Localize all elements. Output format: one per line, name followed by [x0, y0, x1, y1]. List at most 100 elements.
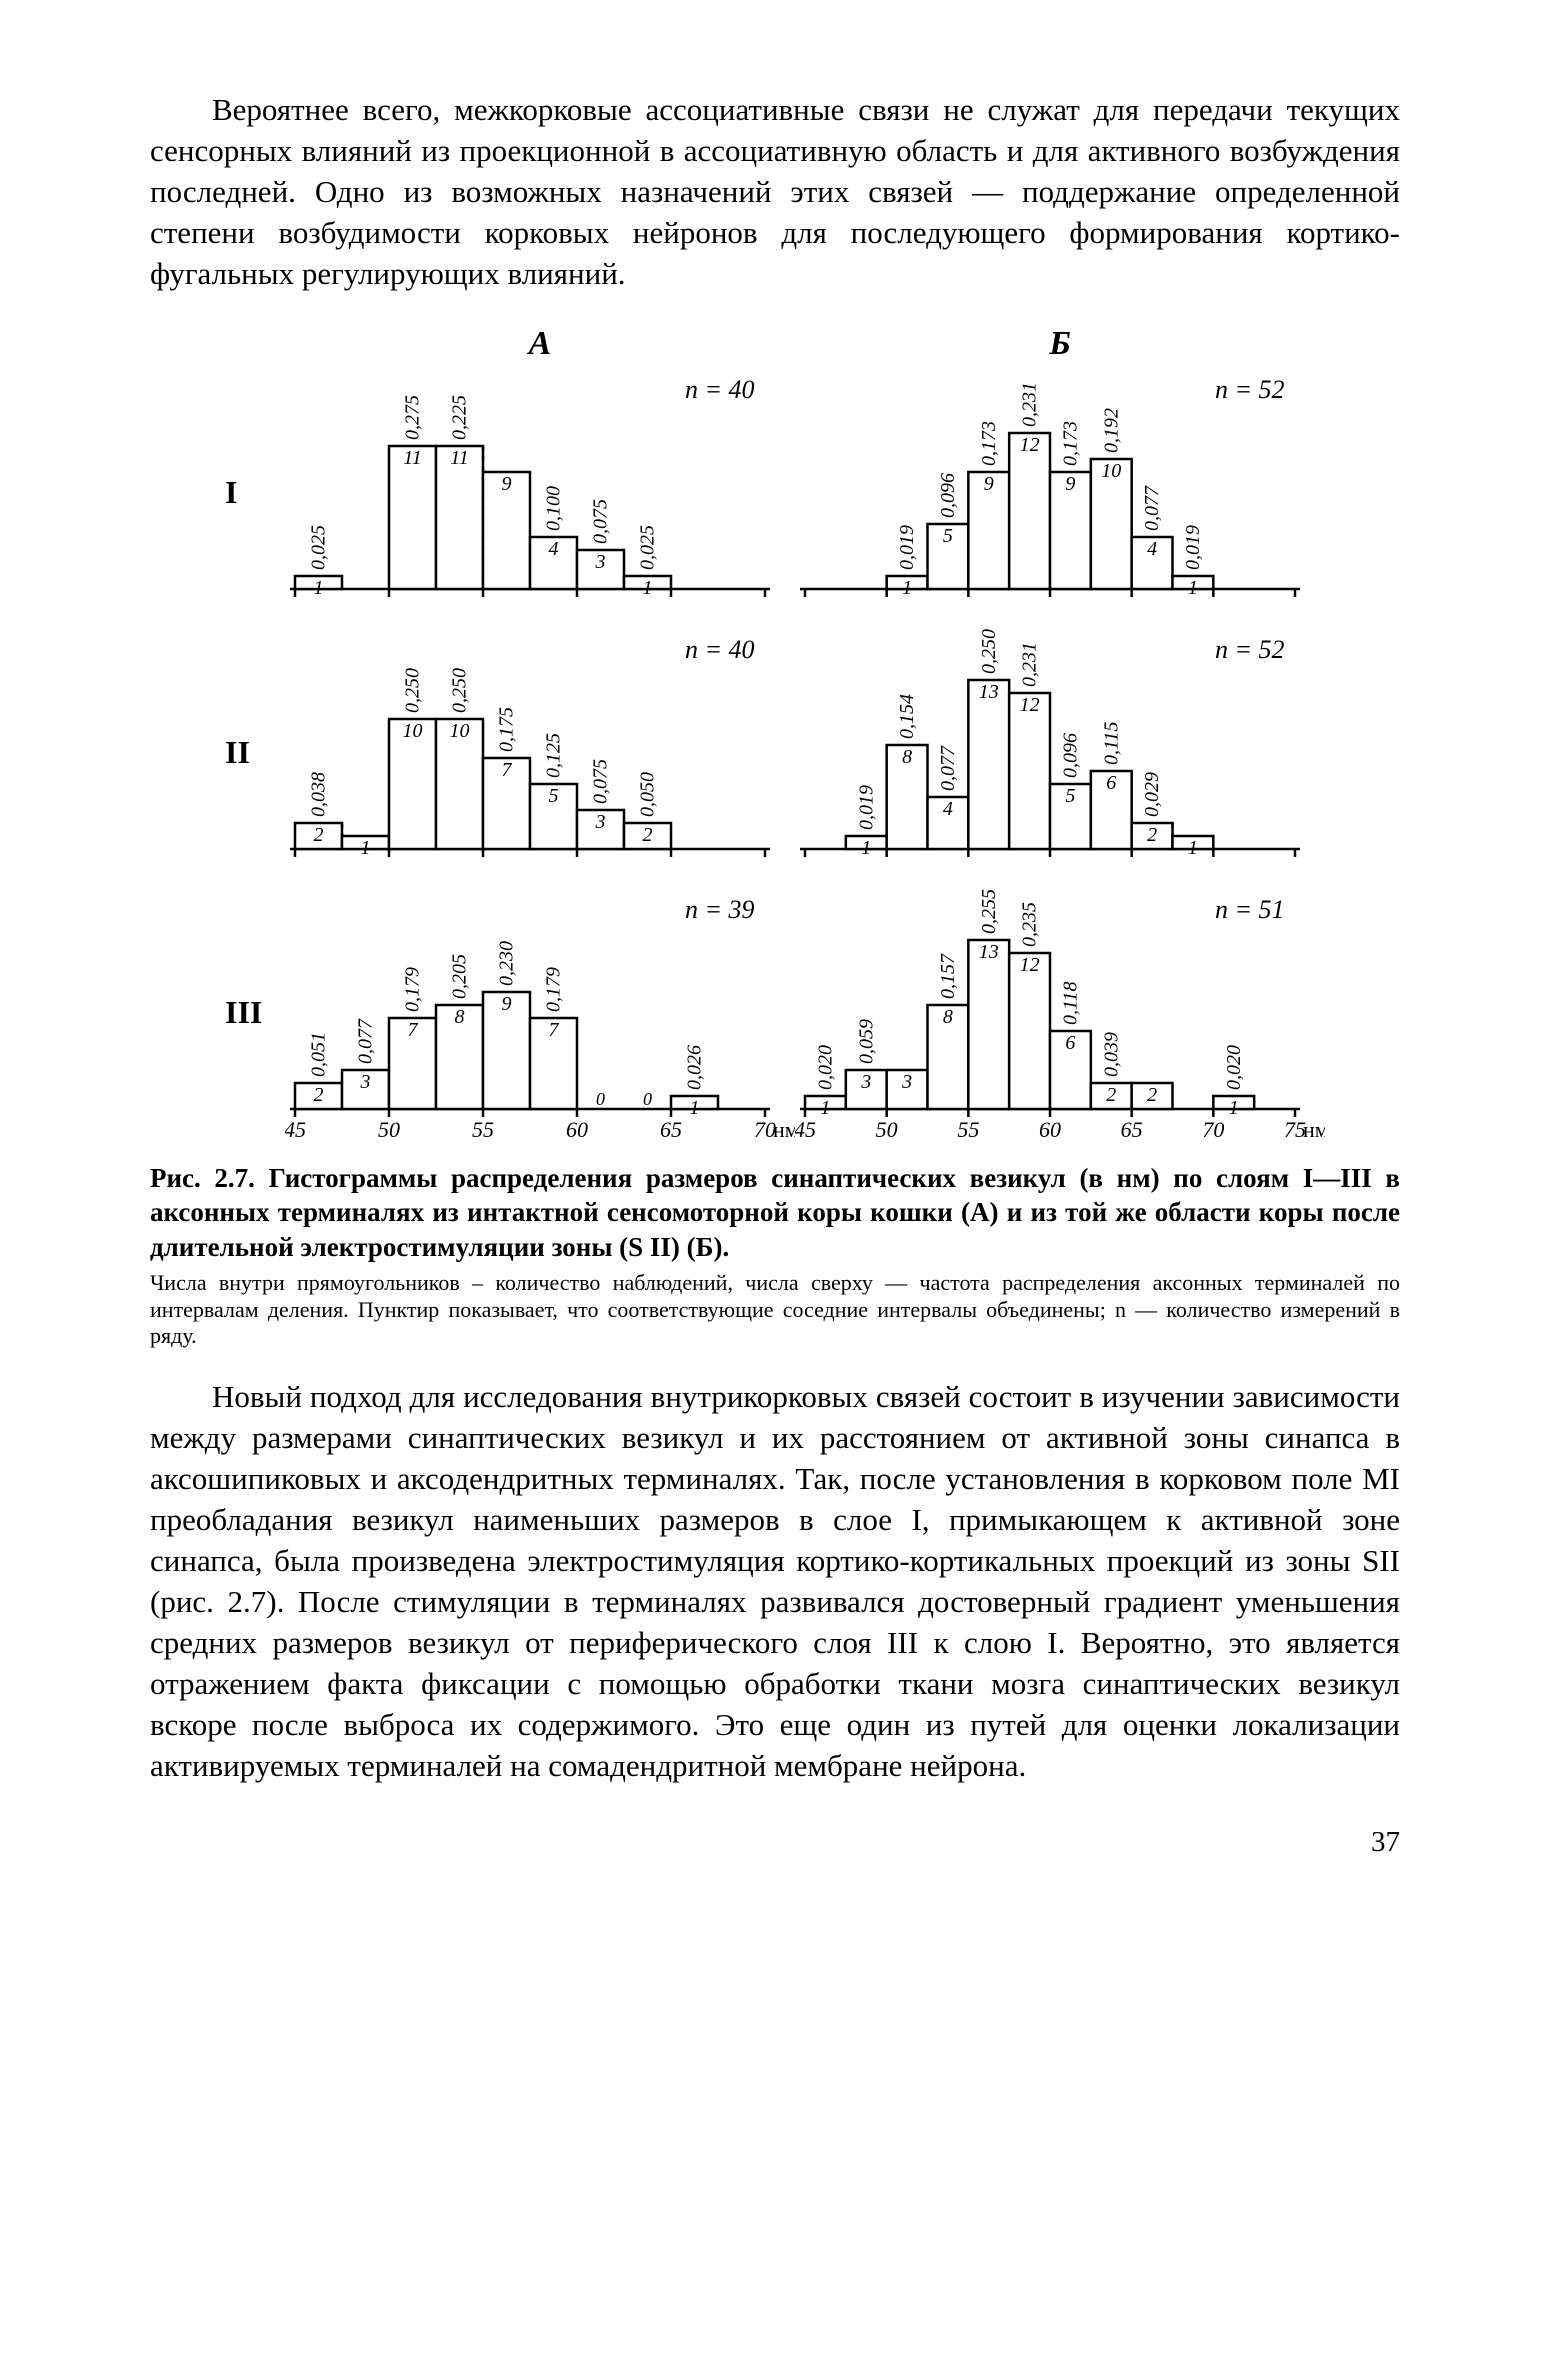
svg-text:0,231: 0,231 [1019, 382, 1041, 427]
svg-text:n = 52: n = 52 [1215, 375, 1285, 404]
svg-text:50: 50 [876, 1117, 898, 1142]
svg-text:60: 60 [1039, 1117, 1061, 1142]
svg-text:0,026: 0,026 [684, 1045, 706, 1090]
svg-text:0,025: 0,025 [308, 525, 330, 570]
svg-text:1: 1 [643, 577, 653, 599]
svg-text:0,157: 0,157 [937, 953, 959, 999]
row-label-II: II [225, 623, 285, 883]
svg-text:1: 1 [861, 837, 871, 859]
svg-text:0,019: 0,019 [855, 785, 877, 830]
svg-text:65: 65 [660, 1117, 682, 1142]
svg-text:7: 7 [549, 1019, 560, 1041]
svg-text:0,039: 0,039 [1100, 1032, 1122, 1077]
svg-text:0,205: 0,205 [449, 954, 471, 999]
svg-text:n = 40: n = 40 [685, 375, 755, 404]
svg-text:0: 0 [643, 1089, 652, 1109]
svg-text:0,275: 0,275 [402, 395, 424, 440]
svg-text:10: 10 [450, 720, 470, 742]
paragraph-2: Новый подход для исследования внутрикорк… [150, 1377, 1400, 1786]
svg-text:13: 13 [979, 941, 999, 963]
svg-text:7: 7 [502, 759, 513, 781]
svg-text:0,077: 0,077 [355, 1018, 377, 1064]
svg-text:0,173: 0,173 [978, 421, 1000, 466]
svg-text:0,225: 0,225 [449, 395, 471, 440]
svg-text:2: 2 [314, 824, 324, 846]
svg-text:0,059: 0,059 [855, 1019, 877, 1064]
svg-text:3: 3 [860, 1071, 871, 1093]
histogram-panel-B-II: 10,01980,15440,077130,250120,23150,09660… [795, 623, 1325, 883]
col-header-B: Б [795, 325, 1325, 363]
svg-text:0,077: 0,077 [937, 745, 959, 791]
svg-text:3: 3 [595, 811, 606, 833]
svg-text:0,179: 0,179 [402, 967, 424, 1012]
svg-text:45: 45 [285, 1117, 306, 1142]
svg-text:4: 4 [549, 538, 559, 560]
svg-text:2: 2 [1147, 824, 1157, 846]
svg-text:9: 9 [984, 473, 994, 495]
svg-text:3: 3 [595, 551, 606, 573]
svg-text:0,029: 0,029 [1141, 772, 1163, 817]
svg-text:1: 1 [314, 577, 324, 599]
svg-text:6: 6 [1065, 1032, 1075, 1054]
svg-text:0,250: 0,250 [978, 629, 1000, 674]
svg-text:2: 2 [1106, 1084, 1116, 1106]
svg-text:0,230: 0,230 [496, 941, 518, 986]
svg-text:6: 6 [1106, 772, 1116, 794]
svg-text:8: 8 [943, 1006, 953, 1028]
svg-text:1: 1 [1229, 1097, 1239, 1119]
svg-text:55: 55 [957, 1117, 979, 1142]
svg-text:3: 3 [360, 1071, 371, 1093]
svg-text:10: 10 [403, 720, 423, 742]
svg-text:12: 12 [1020, 434, 1040, 456]
figure-caption-sub: Числа внутри прямоугольников – количеств… [150, 1270, 1400, 1349]
paragraph-1: Вероятнее всего, межкорковые ассоциативн… [150, 90, 1400, 295]
svg-text:нм: нм [1303, 1117, 1325, 1142]
svg-text:0,096: 0,096 [937, 473, 959, 518]
svg-text:0,125: 0,125 [543, 733, 565, 778]
svg-text:0,175: 0,175 [496, 707, 518, 752]
row-label-I: I [225, 363, 285, 623]
svg-text:0,077: 0,077 [1141, 485, 1163, 531]
svg-text:12: 12 [1020, 694, 1040, 716]
svg-text:5: 5 [1065, 785, 1075, 807]
svg-text:0,255: 0,255 [978, 889, 1000, 934]
figure-caption-main: Рис. 2.7. Гистограммы распределения разм… [150, 1161, 1400, 1265]
svg-text:0,075: 0,075 [590, 499, 612, 544]
svg-text:11: 11 [403, 447, 422, 469]
row-label-III: III [225, 883, 285, 1143]
svg-text:0,038: 0,038 [308, 772, 330, 817]
svg-text:9: 9 [502, 473, 512, 495]
svg-text:2: 2 [314, 1084, 324, 1106]
svg-text:0,050: 0,050 [637, 772, 659, 817]
svg-text:3: 3 [901, 1071, 912, 1093]
svg-text:n = 51: n = 51 [1215, 895, 1285, 924]
histogram-panel-A-III: 455055606570нм20,05130,07770,17980,20590… [285, 883, 795, 1143]
svg-text:0,100: 0,100 [543, 486, 565, 531]
svg-text:n = 39: n = 39 [685, 895, 755, 924]
svg-text:10: 10 [1101, 460, 1121, 482]
svg-text:0,020: 0,020 [814, 1045, 836, 1090]
svg-text:0,179: 0,179 [543, 967, 565, 1012]
svg-text:0,231: 0,231 [1019, 642, 1041, 687]
svg-text:n = 52: n = 52 [1215, 635, 1285, 664]
svg-text:1: 1 [820, 1097, 830, 1119]
svg-text:70: 70 [1202, 1117, 1224, 1142]
svg-text:9: 9 [502, 993, 512, 1015]
svg-text:нм: нм [773, 1117, 795, 1142]
svg-text:4: 4 [943, 798, 953, 820]
svg-text:0,173: 0,173 [1059, 421, 1081, 466]
svg-text:1: 1 [902, 577, 912, 599]
svg-text:2: 2 [1147, 1084, 1157, 1106]
svg-text:0,075: 0,075 [590, 759, 612, 804]
histogram-panel-B-I: 10,01950,09690,173120,23190,173100,19240… [795, 363, 1325, 623]
page-number: 37 [150, 1826, 1400, 1859]
svg-text:60: 60 [566, 1117, 588, 1142]
svg-text:0,020: 0,020 [1223, 1045, 1245, 1090]
svg-text:0,115: 0,115 [1100, 721, 1122, 765]
svg-text:65: 65 [1121, 1117, 1143, 1142]
svg-text:1: 1 [1188, 837, 1198, 859]
svg-text:4: 4 [1147, 538, 1157, 560]
histogram-panel-B-III: 45505560657075нм10,02030,059380,157130,2… [795, 883, 1325, 1143]
svg-text:1: 1 [361, 837, 371, 859]
svg-text:0,250: 0,250 [449, 668, 471, 713]
